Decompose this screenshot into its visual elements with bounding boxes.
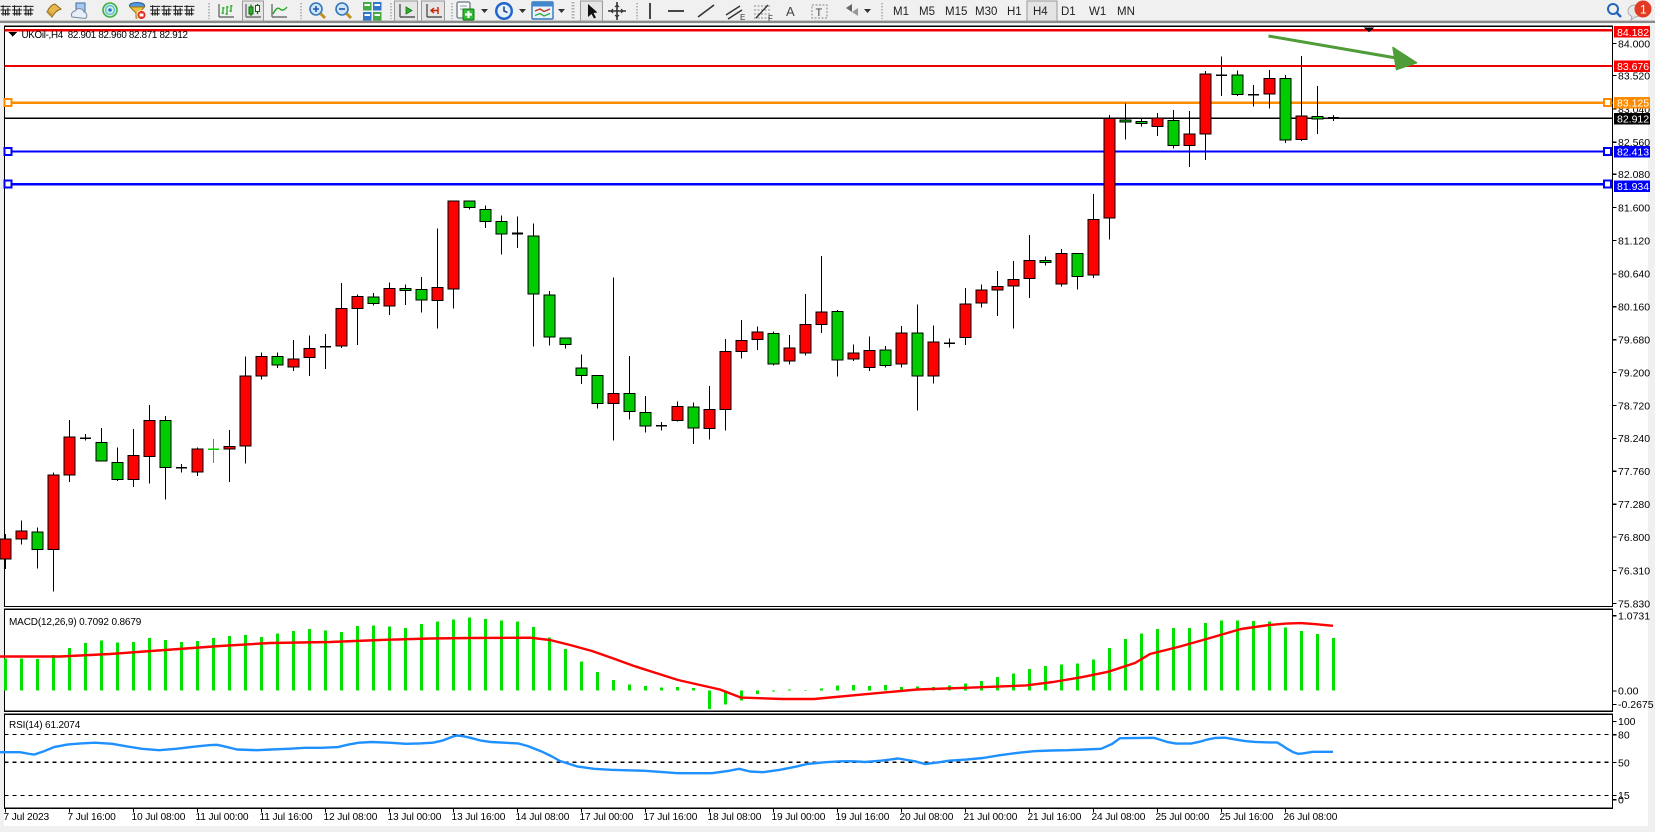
svg-text:80: 80 [1618,730,1630,742]
svg-text:25 Jul 00:00: 25 Jul 00:00 [1156,812,1210,823]
svg-text:A: A [786,4,795,19]
svg-text:50: 50 [1618,757,1630,769]
svg-text:19 Jul 00:00: 19 Jul 00:00 [772,812,826,823]
svg-text:W1: W1 [1089,6,1106,18]
svg-text:26 Jul 08:00: 26 Jul 08:00 [1284,812,1338,823]
svg-text:100: 100 [1618,716,1636,728]
svg-text:H1: H1 [1007,6,1022,18]
svg-text:25 Jul 16:00: 25 Jul 16:00 [1220,812,1274,823]
svg-text:7 Jul 16:00: 7 Jul 16:00 [68,812,117,823]
svg-text:11 Jul 16:00: 11 Jul 16:00 [260,812,313,823]
svg-text:7 Jul 2023: 7 Jul 2023 [4,812,50,823]
svg-text:83.676: 83.676 [1617,61,1649,73]
svg-text:75.830: 75.830 [1618,598,1650,610]
svg-text:78.720: 78.720 [1618,400,1650,412]
svg-text:80.160: 80.160 [1618,302,1650,314]
svg-text:13 Jul 00:00: 13 Jul 00:00 [388,812,442,823]
svg-text:21 Jul 16:00: 21 Jul 16:00 [1028,812,1082,823]
svg-text:-0.2675: -0.2675 [1618,699,1654,711]
svg-text:F: F [768,14,773,22]
svg-text:76.800: 76.800 [1618,532,1650,544]
svg-text:18 Jul 08:00: 18 Jul 08:00 [708,812,762,823]
svg-text:1: 1 [1640,3,1647,17]
svg-text:78.240: 78.240 [1618,433,1650,445]
svg-text:15: 15 [1618,790,1630,802]
svg-text:81.600: 81.600 [1618,202,1650,214]
svg-text:83.520: 83.520 [1618,70,1650,82]
svg-text:M15: M15 [945,6,967,18]
svg-text:12 Jul 08:00: 12 Jul 08:00 [324,812,378,823]
svg-text:82.080: 82.080 [1618,169,1650,181]
svg-text:M30: M30 [975,6,997,18]
svg-text:79.200: 79.200 [1618,367,1650,379]
svg-text:21 Jul 00:00: 21 Jul 00:00 [964,812,1018,823]
svg-text:MACD(12,26,9) 0.7092 0.8679: MACD(12,26,9) 0.7092 0.8679 [9,617,142,628]
svg-text:UKOil-,H4 82.901 82.960 82.87: UKOil-,H4 82.901 82.960 82.871 82.912 [22,30,188,41]
svg-text:11 Jul 00:00: 11 Jul 00:00 [196,812,249,823]
svg-text:H4: H4 [1033,6,1048,18]
svg-text:77.760: 77.760 [1618,466,1650,478]
svg-text:84.182: 84.182 [1617,27,1649,39]
svg-text:19 Jul 16:00: 19 Jul 16:00 [836,812,890,823]
svg-text:1.0731: 1.0731 [1618,611,1650,623]
svg-text:77.280: 77.280 [1618,499,1650,511]
svg-text:83.125: 83.125 [1617,97,1649,109]
svg-text:RSI(14) 61.2074: RSI(14) 61.2074 [9,720,81,731]
svg-text:24 Jul 08:00: 24 Jul 08:00 [1092,812,1146,823]
svg-text:0: 0 [1618,795,1624,807]
svg-text:T: T [816,7,823,19]
svg-text:10 Jul 08:00: 10 Jul 08:00 [132,812,186,823]
svg-text:84.000: 84.000 [1618,38,1650,50]
svg-text:81.934: 81.934 [1617,181,1649,193]
svg-text:D1: D1 [1061,6,1076,18]
svg-text:E: E [740,13,745,22]
svg-text:14 Jul 08:00: 14 Jul 08:00 [516,812,570,823]
svg-text:17 Jul 16:00: 17 Jul 16:00 [644,812,698,823]
svg-text:13 Jul 16:00: 13 Jul 16:00 [452,812,506,823]
svg-text:M5: M5 [919,6,935,18]
svg-text:17 Jul 00:00: 17 Jul 00:00 [580,812,634,823]
svg-text:MN: MN [1117,6,1135,18]
svg-text:80.640: 80.640 [1618,269,1650,281]
svg-text:82.912: 82.912 [1617,114,1649,126]
svg-text:76.310: 76.310 [1618,565,1650,577]
svg-text:81.120: 81.120 [1618,235,1650,247]
svg-text:20 Jul 08:00: 20 Jul 08:00 [900,812,954,823]
svg-text:82.413: 82.413 [1617,147,1649,159]
svg-text:79.680: 79.680 [1618,335,1650,347]
svg-text:M1: M1 [893,6,909,18]
svg-text:0.00: 0.00 [1618,686,1639,698]
